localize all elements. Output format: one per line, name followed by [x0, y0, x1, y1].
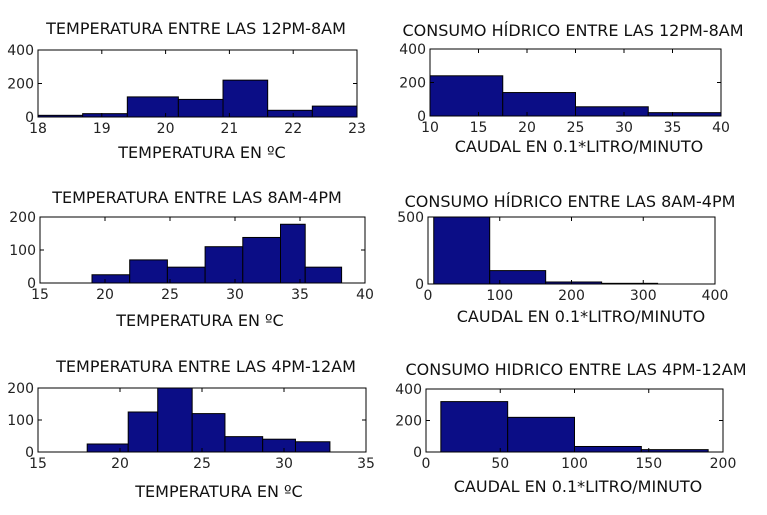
- x-tick-label: 30: [226, 287, 244, 303]
- histogram-bar: [267, 109, 313, 118]
- histogram-bar: [502, 92, 576, 117]
- histogram-panel: 15 20 25 30 35 0 100 200 TEMPERATURA ENTRE LAS 4…: [7, 357, 375, 501]
- x-tick-label: 30: [615, 120, 633, 136]
- y-tick-label: 200: [9, 210, 36, 226]
- y-tick-label: 400: [395, 382, 422, 398]
- histogram-bar: [647, 112, 722, 117]
- histogram-bar: [242, 236, 282, 284]
- chart-title: CONSUMO HIDRICO ENTRE LAS 4PM-12AM: [406, 360, 747, 379]
- x-tick-label: 22: [284, 121, 302, 137]
- x-tick-label: 10: [421, 120, 439, 136]
- x-tick-label: 100: [486, 288, 513, 304]
- histogram-bar: [222, 79, 269, 118]
- y-tick-label: 200: [399, 76, 426, 92]
- histogram-bar: [86, 443, 129, 453]
- chart-title: TEMPERATURA ENTRE LAS 4PM-12AM: [55, 357, 356, 376]
- x-axis-label: CAUDAL EN 0.1*LITRO/MINUTO: [454, 477, 703, 496]
- histogram-bar: [489, 270, 547, 285]
- histogram-bar: [224, 436, 264, 453]
- y-tick-label: 400: [399, 42, 426, 58]
- y-tick-label: 100: [9, 243, 36, 259]
- x-tick-label: 0: [422, 456, 431, 472]
- histogram-bar: [127, 411, 159, 453]
- x-tick-label: 20: [96, 287, 114, 303]
- x-tick-label: 30: [275, 456, 293, 472]
- histogram-bar: [262, 438, 296, 453]
- y-tick-label: 500: [397, 210, 424, 226]
- x-tick-label: 15: [470, 120, 488, 136]
- histogram-bar: [126, 96, 179, 118]
- x-axis-label: CAUDAL EN 0.1*LITRO/MINUTO: [455, 137, 704, 156]
- histogram-bar: [574, 445, 642, 453]
- y-tick-label: 200: [395, 414, 422, 430]
- histogram-panel: 0 50 100 150 200 0 200 400 CONSUMO HIDRICO ENTRE…: [395, 360, 746, 496]
- histogram-bar: [433, 216, 491, 285]
- histogram-bar: [177, 98, 224, 118]
- y-tick-label: 200: [7, 381, 34, 397]
- x-tick-label: 35: [664, 120, 682, 136]
- histogram-bar: [91, 274, 131, 284]
- x-tick-label: 300: [630, 288, 657, 304]
- x-axis-label: TEMPERATURA EN ºC: [115, 311, 283, 330]
- x-tick-label: 18: [29, 121, 47, 137]
- y-tick-label: 0: [415, 277, 424, 293]
- x-tick-label: 40: [712, 120, 730, 136]
- y-tick-label: 0: [25, 110, 34, 126]
- histogram-bar: [157, 387, 193, 453]
- x-tick-label: 25: [161, 287, 179, 303]
- histogram-bar: [429, 75, 504, 117]
- y-tick-label: 0: [27, 276, 36, 292]
- x-tick-label: 35: [357, 456, 375, 472]
- histogram-bar: [129, 259, 168, 284]
- x-tick-label: 20: [518, 120, 536, 136]
- y-tick-label: 400: [7, 43, 34, 59]
- histogram-bar: [191, 413, 226, 453]
- y-tick-label: 0: [413, 445, 422, 461]
- x-tick-label: 400: [702, 288, 729, 304]
- x-tick-label: 23: [348, 121, 366, 137]
- histogram-bar: [166, 266, 206, 284]
- x-tick-label: 50: [491, 456, 509, 472]
- histogram-bar: [507, 416, 575, 453]
- chart-title: CONSUMO HÍDRICO ENTRE LAS 8AM-4PM: [405, 192, 736, 211]
- x-tick-label: 35: [291, 287, 309, 303]
- x-axis-label: TEMPERATURA EN ºC: [134, 482, 302, 501]
- chart-title: CONSUMO HÍDRICO ENTRE LAS 12PM-8AM: [403, 21, 744, 40]
- histogram-bar: [311, 105, 358, 118]
- x-tick-label: 200: [710, 456, 737, 472]
- x-tick-label: 20: [157, 121, 175, 137]
- histogram-bar: [82, 113, 128, 118]
- x-tick-label: 15: [29, 456, 47, 472]
- x-tick-label: 0: [424, 288, 433, 304]
- y-tick-label: 0: [25, 445, 34, 461]
- y-tick-label: 100: [7, 413, 34, 429]
- x-tick-label: 20: [111, 456, 129, 472]
- x-tick-label: 150: [635, 456, 662, 472]
- histogram-bar: [280, 223, 306, 284]
- histogram-bar: [204, 246, 244, 284]
- x-tick-label: 19: [93, 121, 111, 137]
- x-tick-label: 200: [558, 288, 585, 304]
- x-axis-label: CAUDAL EN 0.1*LITRO/MINUTO: [457, 307, 706, 326]
- chart-title: TEMPERATURA ENTRE LAS 12PM-8AM: [45, 19, 346, 38]
- x-tick-label: 25: [193, 456, 211, 472]
- x-tick-label: 40: [356, 287, 374, 303]
- x-tick-label: 15: [31, 287, 49, 303]
- chart-title: TEMPERATURA ENTRE LAS 8AM-4PM: [51, 188, 342, 207]
- histogram-bar: [440, 401, 509, 453]
- x-tick-label: 100: [561, 456, 588, 472]
- histogram-bar: [294, 441, 331, 453]
- x-tick-label: 25: [567, 120, 585, 136]
- y-tick-label: 200: [7, 77, 34, 93]
- x-axis-label: TEMPERATURA EN ºC: [117, 143, 285, 162]
- histogram-panel: 15 20 25 30 35 40 0 100 200 TEMPERATURA ENTRE LAS…: [9, 188, 374, 330]
- y-tick-label: 0: [417, 109, 426, 125]
- histogram-bar: [304, 266, 343, 284]
- histogram-bar: [575, 106, 649, 117]
- x-tick-label: 21: [220, 121, 238, 137]
- histogram-panel: 18 19 20 21 22 23 0 200 400 TEMPERATURA ENTRE LAS…: [7, 19, 366, 162]
